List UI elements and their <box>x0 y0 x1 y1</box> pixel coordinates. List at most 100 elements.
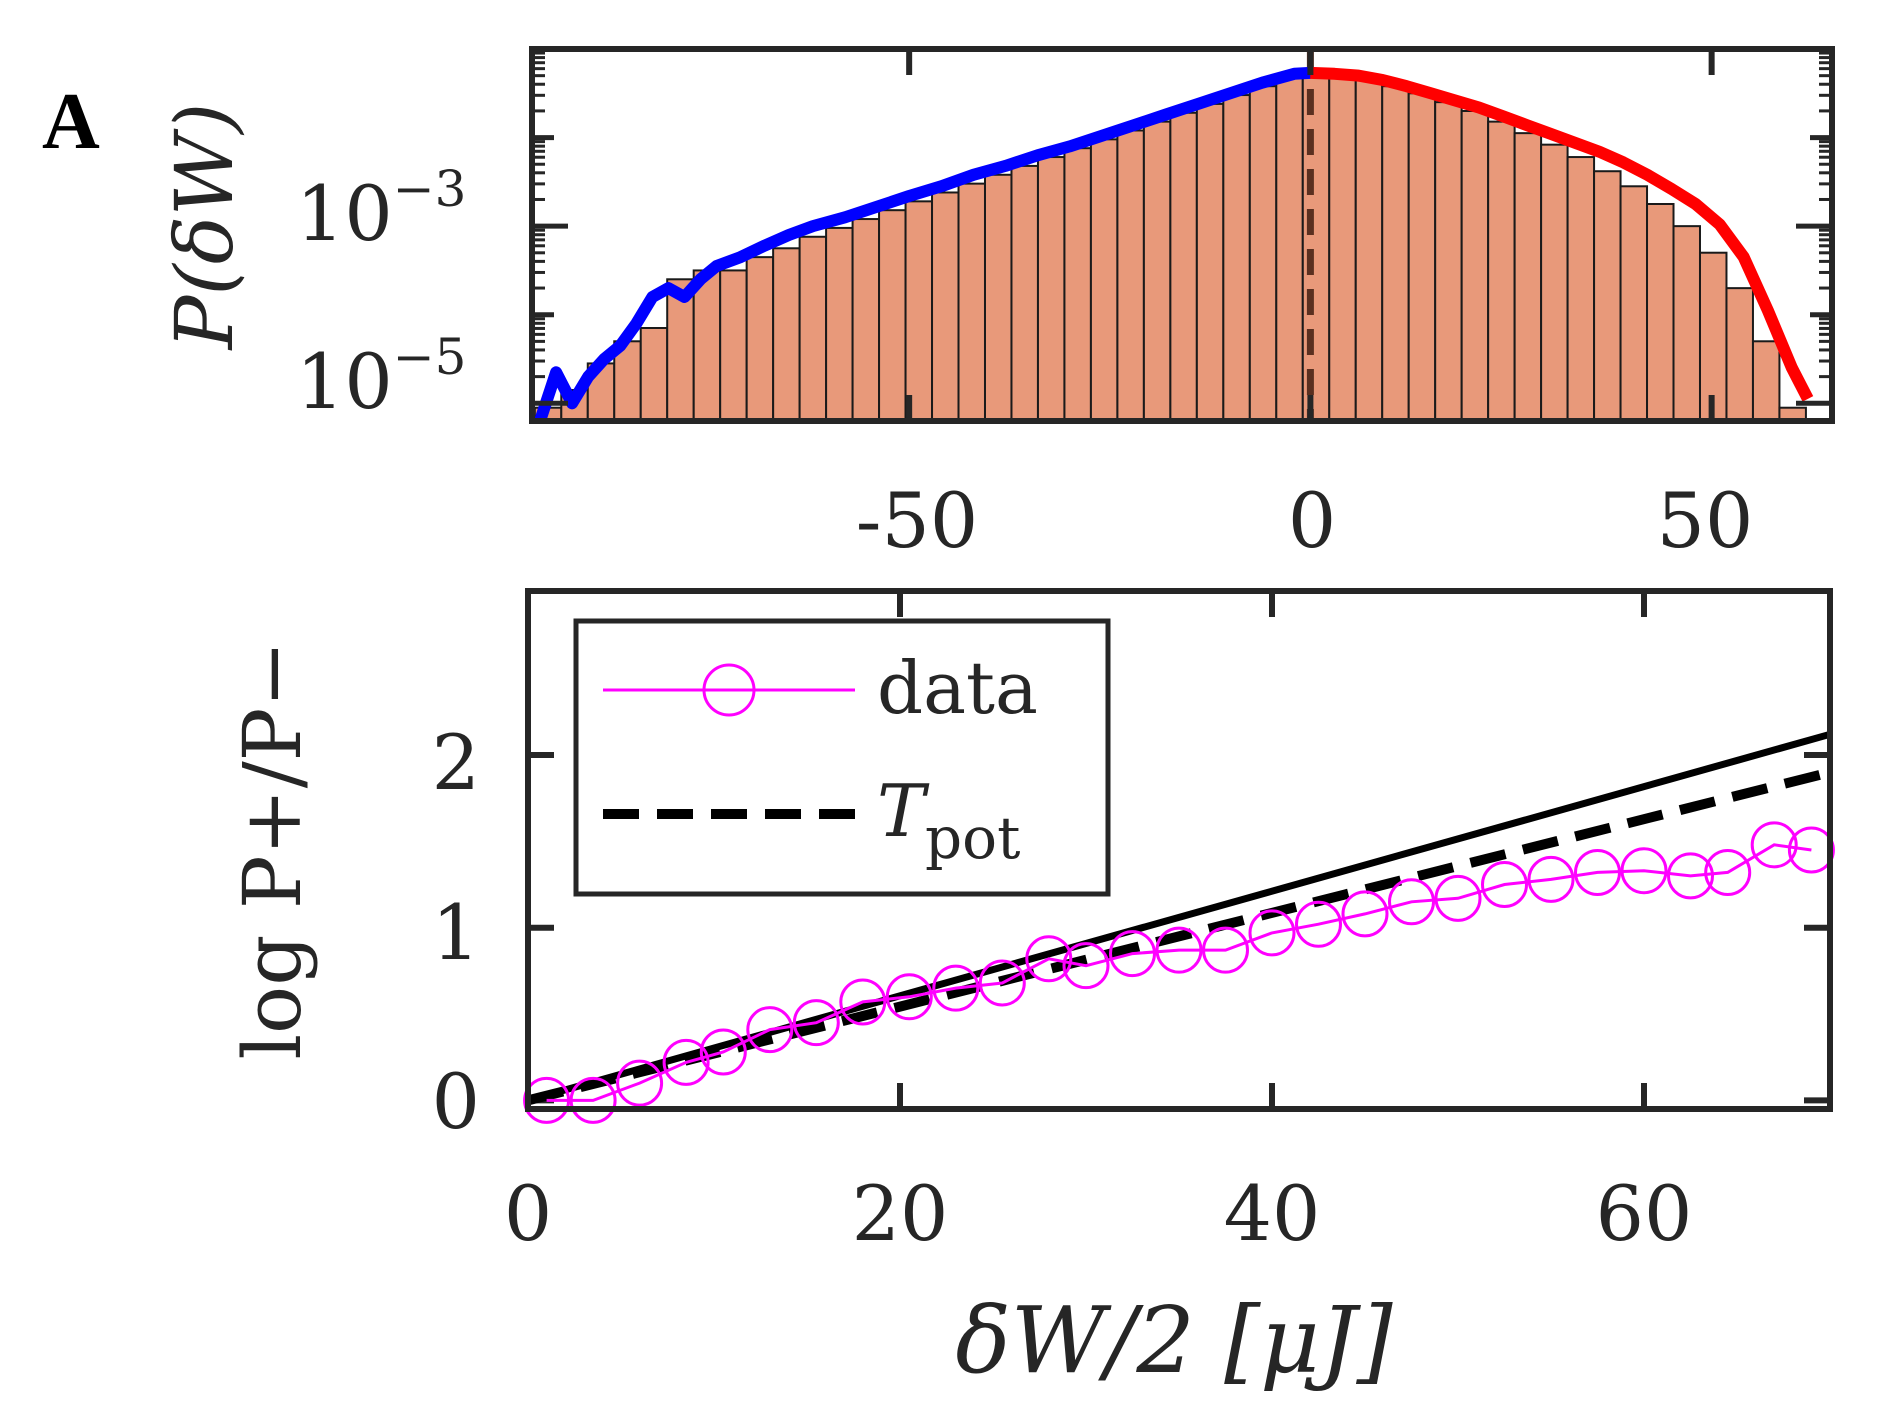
data-point <box>1527 855 1575 903</box>
legend-label-tpot: Tpot <box>877 769 1020 872</box>
log-ratio-ylabel: log P+/P− <box>226 640 319 1059</box>
histogram-ticks <box>532 46 1832 421</box>
legend-box <box>573 618 1111 897</box>
data-point <box>1295 900 1342 948</box>
histogram-bar <box>1646 203 1675 422</box>
histogram-bar <box>1460 110 1490 422</box>
data-point <box>1341 890 1389 938</box>
log-ratio-xlabel: δW/2 [μJ] <box>955 1287 1392 1394</box>
fit-solid-line <box>527 730 1831 1104</box>
ytick-label-2: 2 <box>432 718 480 807</box>
histogram-bar <box>1275 76 1304 422</box>
histogram-bar <box>1672 225 1701 422</box>
histogram-ylabel: P(δW) <box>158 103 251 352</box>
data-point <box>1750 821 1798 869</box>
histogram-bar <box>957 182 986 422</box>
histogram-bars <box>533 72 1807 423</box>
histogram-bar <box>1010 164 1039 422</box>
histogram-bar <box>772 247 801 422</box>
histogram-bar <box>798 235 828 422</box>
data-point <box>662 1038 710 1086</box>
data-point <box>1202 926 1249 974</box>
data-line <box>546 843 1812 1102</box>
histogram-panel: 10−3 10−5 -50 0 50 P(δW) <box>158 46 1835 565</box>
histogram-bar <box>1566 156 1596 423</box>
data-markers <box>523 821 1835 1124</box>
histogram-bar <box>931 191 960 422</box>
xtick-label-50: 50 <box>1657 476 1754 565</box>
legend-label-data: data <box>877 646 1038 730</box>
histogram-bar <box>1248 85 1278 422</box>
histogram-bar <box>692 269 722 422</box>
histogram-bar <box>1142 120 1172 422</box>
data-point <box>885 973 933 1021</box>
data-point <box>792 999 840 1047</box>
legend: data Tpot <box>573 618 1111 897</box>
data-point <box>523 1076 571 1124</box>
xtick-label-0: 0 <box>504 1169 552 1258</box>
histogram-bar <box>1619 185 1649 422</box>
histogram-bar <box>1036 156 1066 423</box>
data-point <box>1667 852 1714 900</box>
data-point <box>1025 935 1073 983</box>
data-point <box>1109 930 1156 978</box>
histogram-bar <box>1434 101 1463 423</box>
histogram-bar <box>1116 129 1145 422</box>
xtick-label-neg50: -50 <box>856 476 978 565</box>
histogram-bar <box>1169 111 1198 423</box>
xtick-label-20: 20 <box>852 1169 949 1258</box>
xtick-label-40: 40 <box>1224 1169 1321 1258</box>
histogram-bar <box>1328 74 1357 422</box>
histogram-bar <box>1407 92 1437 423</box>
data-point <box>1620 847 1668 895</box>
log-ratio-panel: 0 1 2 0 20 40 60 δW/2 [μJ] log P+/P− dat… <box>226 588 1835 1394</box>
histogram-bar <box>878 209 907 422</box>
xtick-label-60: 60 <box>1596 1169 1693 1258</box>
histogram-bar <box>1513 132 1543 422</box>
histogram-bar <box>1593 170 1622 422</box>
histogram-bar <box>1063 147 1092 422</box>
log-ratio-axes-box <box>525 588 1833 1112</box>
data-point <box>746 1006 794 1054</box>
legend-data-marker <box>702 663 756 717</box>
histogram-bar <box>719 269 748 422</box>
data-point <box>839 978 887 1026</box>
data-point <box>569 1076 617 1124</box>
data-point <box>1704 848 1752 896</box>
histogram-bar <box>983 173 1013 422</box>
data-point <box>699 1028 747 1076</box>
data-point <box>1248 909 1296 957</box>
histogram-bar <box>1487 120 1516 422</box>
data-point <box>1062 942 1110 990</box>
histogram-bar <box>745 256 775 422</box>
data-point <box>1434 874 1482 922</box>
data-point <box>1155 926 1203 974</box>
data-point <box>932 964 980 1012</box>
data-point <box>1388 878 1435 926</box>
panel-label: A <box>42 78 100 166</box>
histogram-bar <box>1222 94 1251 423</box>
histogram-bar <box>666 278 695 422</box>
negative-branch-line <box>534 66 1311 423</box>
histogram-bar <box>1195 102 1225 423</box>
data-point <box>978 959 1026 1007</box>
histogram-bar <box>1751 340 1781 422</box>
histogram-bar <box>1381 85 1410 422</box>
histogram-bar <box>639 327 669 422</box>
histogram-bar <box>1301 72 1331 423</box>
xtick-label-0: 0 <box>1288 476 1336 565</box>
histogram-bar <box>851 218 881 422</box>
ytick-label-0: 0 <box>432 1057 480 1146</box>
histogram-bar <box>1540 143 1569 423</box>
histogram-bar <box>1089 138 1119 422</box>
ytick-label-1e-3: 10−3 <box>296 160 466 258</box>
histogram-bar <box>904 200 934 422</box>
data-point <box>1574 848 1621 896</box>
histogram-bar <box>1354 79 1384 422</box>
histogram-bar <box>1725 287 1754 422</box>
positive-branch-line <box>1310 66 1814 402</box>
data-point <box>1481 861 1528 909</box>
ytick-label-1e-5: 10−5 <box>296 328 466 426</box>
data-point <box>616 1059 664 1107</box>
